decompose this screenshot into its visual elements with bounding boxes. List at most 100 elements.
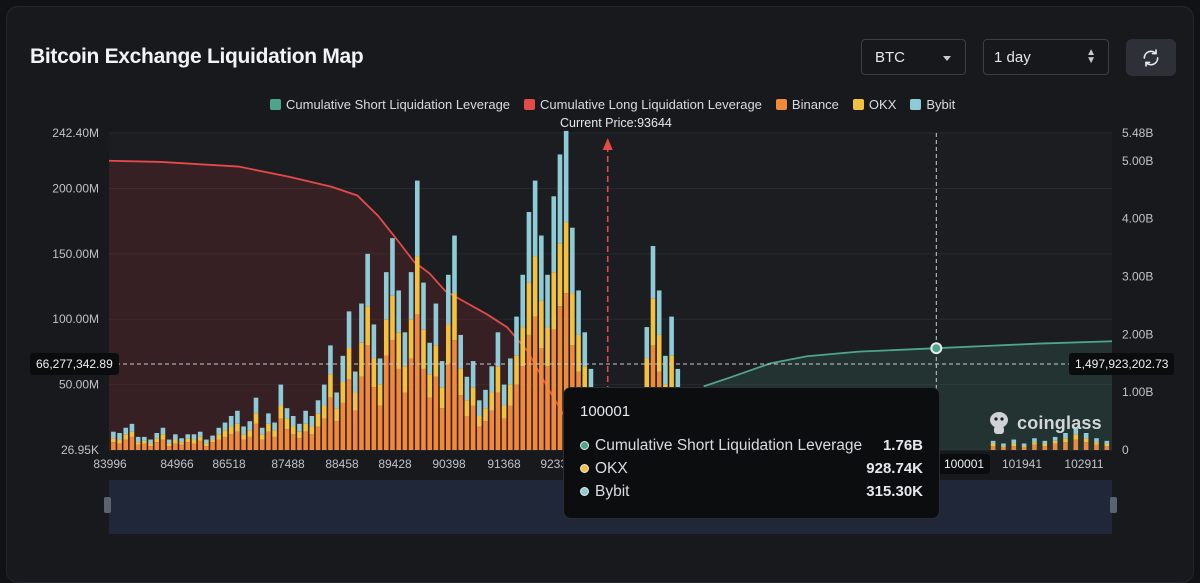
bar-bybit [204,439,209,444]
bar-binance [371,387,377,450]
bar-bybit [179,438,184,443]
legend-swatch [270,99,281,110]
bar-okx [1094,442,1099,445]
bar-bybit [477,400,482,416]
x-tick-label: 88458 [325,457,359,471]
legend-item-binance[interactable]: Binance [775,97,839,112]
bar-bybit [216,427,222,435]
bar-okx [235,423,240,432]
bar-binance [427,397,432,450]
bar-binance [1021,447,1027,450]
bar-okx [383,319,389,356]
bar-bybit [495,332,501,367]
bar-binance [545,366,550,450]
page-title: Bitcoin Exchange Liquidation Map [30,45,364,68]
tooltip-label: Cumulative Short Liquidation Leverage [595,436,863,454]
bar-binance [303,431,308,450]
bar-bybit [508,358,513,385]
bar-binance [464,415,470,450]
bar-binance [501,418,507,450]
legend-swatch [775,99,787,110]
bar-okx [551,272,557,330]
bar-okx [470,387,476,406]
bar-binance [551,329,557,450]
bar-okx [526,282,532,335]
bar-bybit [663,355,668,385]
bar-bybit [272,422,277,431]
bar-okx [1083,438,1089,443]
tooltip-header: 100001 [580,403,631,420]
bar-okx [576,334,581,372]
bar-okx [650,298,656,346]
bar-okx [123,434,129,440]
tooltip-row: Bybit 315.30K [580,480,923,503]
bar-okx [179,442,184,445]
coinglass-logo: coinglass [987,410,1102,436]
bar-binance [414,313,420,450]
legend-label: Cumulative Long Liquidation Leverage [540,97,762,112]
refresh-button[interactable] [1126,39,1176,76]
zoom-handle-left [104,497,111,513]
bar-bybit [396,290,401,333]
zoom-handle-right [1110,497,1117,513]
bar-binance [359,376,364,450]
bar-okx [396,332,401,369]
bar-okx [439,387,445,409]
coin-select[interactable]: BTC [861,39,966,75]
bar-binance [117,443,122,450]
y-tick-right: 2.00B [1122,327,1153,341]
current-price-label: Current Price:93644 [560,116,672,130]
tooltip-row: Cumulative Short Liquidation Leverage 1.… [580,434,923,457]
bar-bybit [1011,439,1017,444]
tooltip-value: 1.76B [882,437,923,454]
legend-item-long[interactable]: Cumulative Long Liquidation Leverage [524,97,762,112]
bar-okx [259,434,265,440]
bar-bybit [315,400,321,414]
tooltip-value: 928.74K [866,460,923,477]
bar-bybit [228,415,234,427]
bar-bybit [439,361,445,388]
legend-item-bybit[interactable]: Bybit [910,97,955,112]
legend-label: Bybit [926,97,956,112]
legend-item-okx[interactable]: OKX [852,97,896,112]
bar-okx [315,413,321,427]
bar-okx [197,436,203,441]
bar-binance [445,363,451,450]
bar-bybit [483,389,488,409]
bar-bybit [563,130,569,223]
bar-binance [508,405,513,450]
bar-binance [532,316,538,450]
bar-bybit [173,434,178,440]
bar-binance [1052,443,1058,450]
bar-binance [216,439,222,450]
bar-binance [1032,444,1037,450]
bar-okx [1052,440,1058,444]
bar-bybit [1001,443,1006,447]
time-range-select[interactable]: 1 day ▲ ▼ [983,39,1109,75]
bar-bybit [253,397,259,414]
bar-binance [990,446,996,450]
bar-binance [191,443,197,450]
bar-bybit [675,368,681,393]
bar-binance [328,397,333,450]
bar-binance [278,418,284,450]
bar-bybit [241,426,246,435]
legend-item-short[interactable]: Cumulative Short Liquidation Leverage [270,97,510,112]
bar-binance [433,376,439,450]
y-tick-left: 100.00M [52,312,99,326]
bar-okx [477,415,482,427]
bar-binance [383,355,389,450]
bar-binance [396,368,401,450]
bar-okx [117,439,122,444]
bar-okx [563,222,569,294]
bar-okx [1021,446,1027,448]
bar-binance [1011,446,1017,450]
tooltip-row: OKX 928.74K [580,457,923,480]
bar-okx [669,355,674,388]
bar-okx [464,400,470,416]
bar-binance [1094,444,1099,450]
bar-okx [644,358,650,393]
bar-okx [154,438,160,443]
bar-bybit [346,311,352,348]
bar-binance [495,392,501,450]
